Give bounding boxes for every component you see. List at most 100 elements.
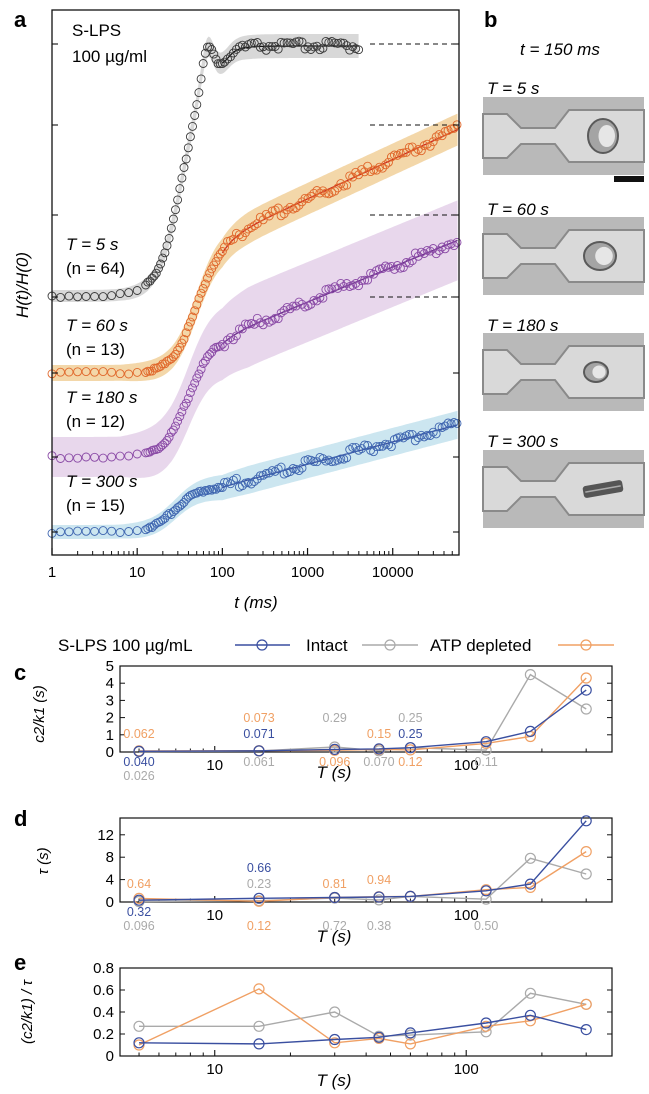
data-point-t60 bbox=[291, 203, 301, 213]
data-point-t300 bbox=[384, 440, 393, 450]
data-label: 0.50 bbox=[474, 919, 498, 933]
data-point-t5 bbox=[183, 143, 193, 153]
data-point-t60 bbox=[246, 223, 256, 233]
data-point-t180 bbox=[252, 313, 262, 323]
data-point-t5 bbox=[200, 48, 210, 58]
data-point-t60 bbox=[416, 146, 426, 156]
data-point-t5 bbox=[342, 41, 352, 51]
data-point-s_lps bbox=[580, 684, 592, 696]
data-point-t5 bbox=[270, 42, 280, 51]
data-point-t300 bbox=[124, 527, 134, 536]
data-point-s_lps bbox=[253, 892, 265, 904]
data-point-t180 bbox=[360, 275, 370, 285]
frame-label-t180: T = 180 s bbox=[487, 316, 559, 335]
data-point-t60 bbox=[158, 359, 168, 369]
data-point-t5 bbox=[132, 286, 142, 295]
data-point-t5 bbox=[339, 38, 349, 48]
data-point-t300 bbox=[369, 447, 379, 457]
data-point-t300 bbox=[404, 429, 414, 439]
data-point-t300 bbox=[228, 475, 238, 485]
data-point-t5 bbox=[166, 223, 176, 233]
data-point-s_lps bbox=[329, 1033, 341, 1046]
data-point-s_lps bbox=[524, 878, 537, 890]
data-point-t60 bbox=[124, 369, 134, 379]
series-line-atp bbox=[138, 851, 587, 903]
data-point-t5 bbox=[267, 42, 277, 52]
data-point-atp bbox=[580, 998, 592, 1010]
legend: S-LPS 100 µg/mL Intact ATP depleted bbox=[58, 636, 614, 655]
panel-d-y-axis-label: τ (s) bbox=[35, 847, 52, 874]
data-point-t180 bbox=[324, 284, 334, 294]
data-point-intact bbox=[524, 987, 537, 999]
frame-label-t300: T = 300 s bbox=[487, 432, 559, 451]
data-point-t180 bbox=[348, 280, 358, 290]
data-label: 0.061 bbox=[243, 755, 274, 769]
data-point-t180 bbox=[452, 237, 462, 247]
fit-line-t300 bbox=[222, 424, 458, 489]
data-point-t5 bbox=[252, 38, 262, 47]
data-point-t60 bbox=[264, 211, 274, 221]
cell-highlight bbox=[592, 365, 606, 379]
y-tick-label: 0.8 bbox=[93, 960, 114, 977]
data-point-t5 bbox=[279, 38, 289, 48]
data-point-t300 bbox=[303, 455, 313, 465]
data-point-t180 bbox=[124, 451, 134, 461]
data-point-t60 bbox=[217, 247, 227, 256]
data-point-t60 bbox=[410, 147, 420, 157]
data-point-t5 bbox=[181, 154, 191, 164]
data-point-t5 bbox=[124, 288, 134, 298]
panel-a-x-axis-label: t (ms) bbox=[234, 593, 277, 612]
data-point-t180 bbox=[398, 263, 408, 272]
data-point-t180 bbox=[175, 412, 185, 421]
data-point-t180 bbox=[234, 324, 244, 334]
data-point-s_lps bbox=[133, 745, 145, 757]
data-point-t180 bbox=[297, 299, 307, 309]
data-point-t180 bbox=[190, 378, 200, 388]
data-point-t60 bbox=[64, 367, 74, 377]
data-point-t300 bbox=[285, 467, 295, 477]
data-point-t300 bbox=[220, 477, 229, 487]
data-point-t180 bbox=[132, 449, 142, 459]
data-point-t5 bbox=[149, 271, 159, 281]
data-point-t180 bbox=[255, 318, 265, 328]
data-point-t60 bbox=[234, 230, 244, 240]
y-tick-label: 5 bbox=[106, 658, 114, 675]
data-point-intact bbox=[329, 1006, 341, 1018]
data-point-t180 bbox=[333, 283, 343, 293]
data-point-t60 bbox=[428, 137, 438, 147]
data-point-atp bbox=[580, 845, 592, 858]
data-point-t60 bbox=[132, 367, 142, 377]
data-point-s_lps bbox=[524, 725, 537, 738]
data-point-t180 bbox=[315, 293, 325, 303]
data-point-t300 bbox=[273, 464, 283, 474]
data-label: 0.062 bbox=[123, 727, 154, 741]
data-point-t5 bbox=[237, 40, 247, 50]
data-point-t300 bbox=[211, 484, 221, 494]
data-point-t180 bbox=[336, 278, 346, 288]
x-tick-label: 100 bbox=[210, 564, 235, 581]
data-label: 0.25 bbox=[398, 727, 422, 741]
data-label: 0.12 bbox=[398, 755, 422, 769]
data-point-s_lps bbox=[133, 894, 145, 906]
data-point-t180 bbox=[419, 249, 429, 258]
series-line-atp bbox=[138, 988, 587, 1046]
data-point-t180 bbox=[422, 245, 432, 255]
series-line-s_lps bbox=[138, 820, 587, 901]
panel-a-condition-line1: S-LPS bbox=[72, 21, 121, 40]
data-point-t5 bbox=[255, 42, 265, 52]
data-point-t180 bbox=[183, 394, 193, 404]
series-line-atp bbox=[138, 677, 587, 752]
data-point-t180 bbox=[312, 296, 322, 306]
data-point-t300 bbox=[81, 526, 91, 536]
data-point-t300 bbox=[434, 422, 444, 432]
data-point-t60 bbox=[401, 147, 411, 157]
data-point-t60 bbox=[181, 328, 191, 338]
data-point-s_lps bbox=[480, 736, 492, 748]
microscopy-frame bbox=[482, 333, 645, 411]
data-point-s_lps bbox=[480, 885, 492, 897]
legend-marker-intact bbox=[384, 639, 396, 651]
data-point-s_lps bbox=[253, 745, 265, 757]
data-point-t5 bbox=[151, 268, 161, 278]
data-point-t300 bbox=[198, 487, 208, 497]
data-point-t5 bbox=[115, 289, 125, 299]
